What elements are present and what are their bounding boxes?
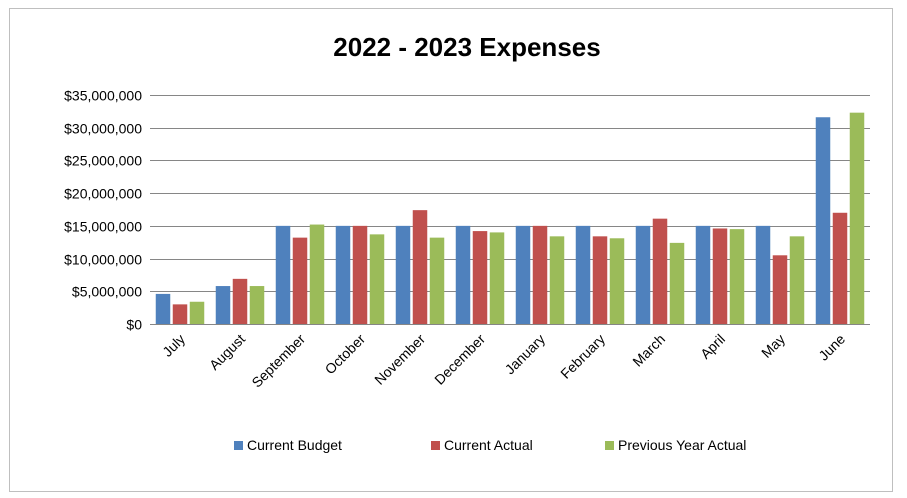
bar-current-actual xyxy=(652,218,668,324)
legend-swatch xyxy=(431,441,440,450)
bar-current-actual xyxy=(592,236,608,324)
bar-previous-year-actual xyxy=(429,237,445,324)
x-tick-label: September xyxy=(248,331,308,391)
bar-current-budget xyxy=(695,225,711,324)
bar-current-actual xyxy=(832,212,848,324)
x-tick-label: March xyxy=(629,331,668,370)
bar-current-actual xyxy=(172,304,188,324)
y-tick-label: $35,000,000 xyxy=(64,88,142,104)
bars xyxy=(155,112,865,324)
bar-previous-year-actual xyxy=(489,232,505,324)
bar-current-budget xyxy=(575,225,591,324)
bar-current-actual xyxy=(232,278,248,324)
x-axis-ticks: July August September October November Decemb… xyxy=(159,331,848,391)
y-tick-label: $10,000,000 xyxy=(64,252,142,268)
legend: Current Budget Current Actual Previous Yea… xyxy=(234,437,746,453)
legend-swatch xyxy=(234,441,243,450)
bar-previous-year-actual xyxy=(249,286,265,324)
x-tick-label: October xyxy=(322,331,369,378)
bar-current-actual xyxy=(412,210,428,324)
bar-current-actual xyxy=(532,225,548,324)
bar-current-actual xyxy=(472,231,488,324)
bar-current-budget xyxy=(155,293,171,324)
bar-current-actual xyxy=(352,225,368,324)
y-tick-label: $30,000,000 xyxy=(64,121,142,137)
bar-previous-year-actual xyxy=(729,229,745,324)
chart-title: 2022 - 2023 Expenses xyxy=(333,32,600,62)
x-tick-label: February xyxy=(557,331,608,382)
bar-previous-year-actual xyxy=(669,242,685,324)
x-tick-label: November xyxy=(371,331,428,388)
x-tick-label: May xyxy=(758,331,788,361)
bar-previous-year-actual xyxy=(369,234,385,324)
chart-frame: 2022 - 2023 Expenses $0 $5,000,000 $10,000… xyxy=(9,8,893,492)
bar-current-actual xyxy=(772,255,788,324)
bar-current-budget xyxy=(755,225,771,324)
bar-current-budget xyxy=(215,286,231,324)
legend-label: Previous Year Actual xyxy=(618,437,746,453)
x-tick-label: July xyxy=(159,331,188,360)
x-tick-label: April xyxy=(697,331,728,362)
y-axis-ticks: $0 $5,000,000 $10,000,000 $15,000,000 $20,00… xyxy=(64,88,142,333)
y-tick-label: $5,000,000 xyxy=(72,284,142,300)
bar-current-budget xyxy=(815,117,831,324)
bar-current-actual xyxy=(712,228,728,324)
bar-previous-year-actual xyxy=(189,301,205,324)
bar-current-budget xyxy=(335,225,351,324)
x-tick-label: June xyxy=(815,331,848,364)
legend-label: Current Budget xyxy=(247,437,342,453)
y-tick-label: $0 xyxy=(126,317,142,333)
x-tick-label: December xyxy=(431,331,488,388)
gridlines xyxy=(150,95,870,292)
expenses-chart: 2022 - 2023 Expenses $0 $5,000,000 $10,000… xyxy=(64,32,870,453)
bar-current-budget xyxy=(515,225,531,324)
x-tick-label: August xyxy=(206,331,248,373)
bar-current-actual xyxy=(292,237,308,324)
bar-current-budget xyxy=(395,225,411,324)
bar-current-budget xyxy=(275,225,291,324)
legend-swatch xyxy=(605,441,614,450)
bar-previous-year-actual xyxy=(849,112,865,324)
x-tick-label: January xyxy=(502,331,549,378)
bar-previous-year-actual xyxy=(549,236,565,324)
bar-previous-year-actual xyxy=(609,238,625,324)
y-tick-label: $20,000,000 xyxy=(64,186,142,202)
bar-previous-year-actual xyxy=(309,224,325,324)
y-tick-label: $25,000,000 xyxy=(64,153,142,169)
bar-current-budget xyxy=(455,225,471,324)
legend-label: Current Actual xyxy=(444,437,533,453)
y-tick-label: $15,000,000 xyxy=(64,219,142,235)
bar-previous-year-actual xyxy=(789,236,805,324)
bar-current-budget xyxy=(635,225,651,324)
